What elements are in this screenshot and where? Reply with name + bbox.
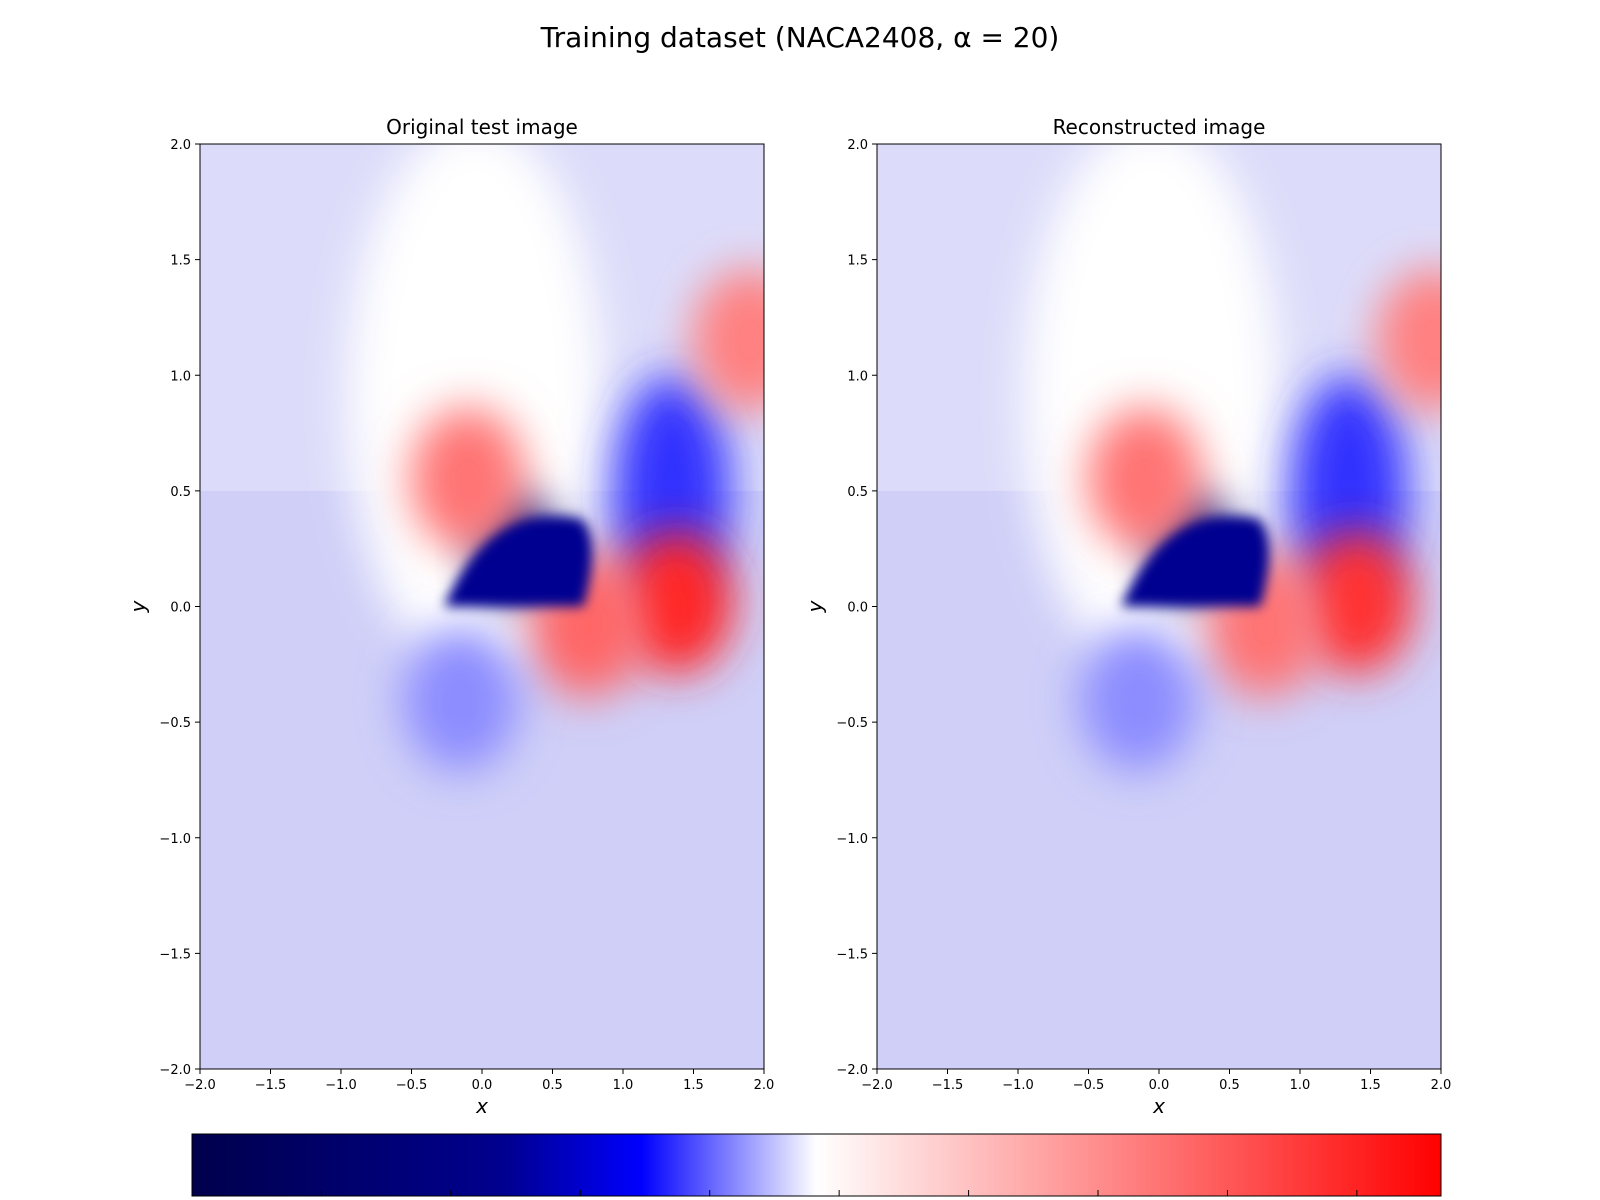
x-tick-label: −1.0	[325, 1078, 357, 1093]
x-tick-label: 2.0	[1431, 1078, 1452, 1093]
y-tick-label: 0.0	[170, 601, 191, 616]
y-axis-label: y	[126, 599, 150, 613]
y-tick-label: −1.0	[836, 832, 868, 847]
airfoil-region	[1120, 516, 1270, 607]
y-tick-label: 1.5	[170, 254, 191, 269]
x-tick-label: 0.0	[1149, 1078, 1170, 1093]
x-tick-label: 2.0	[754, 1078, 775, 1093]
figure-title: Training dataset (NACA2408, α = 20)	[540, 21, 1060, 54]
x-tick-label: −2.0	[184, 1078, 216, 1093]
y-tick-label: 1.0	[170, 369, 191, 384]
x-axis-label: x	[1152, 1094, 1165, 1118]
x-tick-label: 1.5	[683, 1078, 704, 1093]
x-tick-label: −1.5	[255, 1078, 287, 1093]
y-tick-label: −1.5	[159, 947, 191, 962]
field-feature	[403, 627, 519, 771]
airfoil-region	[443, 516, 593, 607]
y-tick-label: 0.0	[847, 601, 868, 616]
field-feature	[1080, 627, 1196, 771]
field-feature	[1087, 407, 1203, 552]
y-tick-label: 0.5	[847, 485, 868, 500]
field-image	[200, 144, 764, 1069]
panel-title: Original test image	[386, 115, 578, 139]
x-tick-label: 0.0	[472, 1078, 493, 1093]
y-tick-label: −0.5	[836, 716, 868, 731]
field-feature	[692, 268, 764, 413]
x-tick-label: −1.0	[1002, 1078, 1034, 1093]
y-tick-label: 1.0	[847, 369, 868, 384]
x-tick-label: 1.0	[613, 1078, 634, 1093]
y-tick-label: −2.0	[159, 1063, 191, 1078]
y-tick-label: 2.0	[847, 138, 868, 153]
x-axis-label: x	[475, 1094, 488, 1118]
y-tick-label: −2.0	[836, 1063, 868, 1078]
field-image	[877, 144, 1441, 1069]
x-tick-label: 0.5	[542, 1078, 563, 1093]
x-tick-label: −2.0	[861, 1078, 893, 1093]
y-tick-label: 0.5	[170, 485, 191, 500]
colorbar	[191, 1133, 1442, 1197]
y-tick-label: −0.5	[159, 716, 191, 731]
y-tick-label: 2.0	[170, 138, 191, 153]
field-feature	[410, 407, 526, 552]
panel-reconstructed: Reconstructed image −2.0 −1.5 −1.0 −0.5 0.0 0.…	[803, 115, 1452, 1118]
colorbar-gradient	[191, 1133, 1442, 1197]
y-tick-label: −1.5	[836, 947, 868, 962]
panel-title: Reconstructed image	[1053, 115, 1266, 139]
field-feature	[618, 529, 735, 674]
x-tick-label: −0.5	[396, 1078, 428, 1093]
field-feature	[1298, 529, 1414, 674]
x-tick-label: −1.5	[932, 1078, 964, 1093]
y-tick-label: 1.5	[847, 254, 868, 269]
x-tick-label: 1.5	[1360, 1078, 1381, 1093]
x-tick-label: 0.5	[1219, 1078, 1240, 1093]
y-tick-label: −1.0	[159, 832, 191, 847]
y-axis-label: y	[803, 599, 827, 613]
x-tick-label: 1.0	[1290, 1078, 1311, 1093]
colorbar-ticks	[191, 1190, 1358, 1196]
field-feature	[1376, 268, 1441, 413]
x-tick-label: −0.5	[1073, 1078, 1105, 1093]
panel-original: Original test image −2.0 −1.5 −1.0 −0.5 0.0 0.…	[126, 115, 775, 1118]
